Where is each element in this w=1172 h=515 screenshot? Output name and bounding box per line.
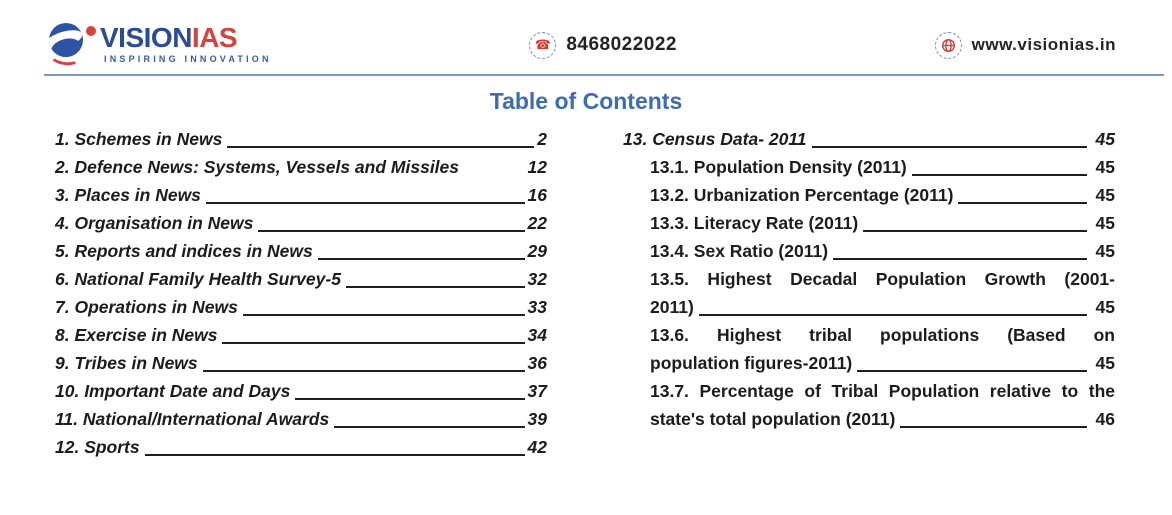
underscore-leader bbox=[295, 398, 525, 400]
toc-left-column: 1. Schemes in News 2 2. Defence News: Sys… bbox=[55, 125, 547, 461]
toc-entry[interactable]: 4. Organisation in News 22 bbox=[55, 213, 547, 233]
underscore-leader bbox=[317, 258, 525, 260]
underscore-leader bbox=[222, 342, 525, 344]
toc-entry[interactable]: 13.5. Highest Decadal Population Growth … bbox=[650, 269, 1115, 317]
phone-contact: ☎ 8468022022 bbox=[529, 31, 677, 59]
toc-entry[interactable]: 13. Census Data- 2011 45 bbox=[623, 129, 1115, 149]
underscore-leader bbox=[258, 230, 525, 232]
globe-icon bbox=[934, 31, 962, 59]
visionias-logo: VISIONIAS INSPIRING INNOVATION bbox=[48, 22, 272, 68]
logo-ias-text: IAS bbox=[191, 22, 238, 53]
underscore-leader bbox=[857, 370, 1087, 372]
logo-red-dot bbox=[86, 26, 96, 36]
toc-entry[interactable]: 13.7. Percentage of Tribal Population re… bbox=[650, 381, 1115, 429]
toc-entry[interactable]: 13.6. Highest tribal populations (Based … bbox=[650, 325, 1115, 373]
toc-entry[interactable]: 5. Reports and indices in News 29 bbox=[55, 241, 547, 261]
toc-entry[interactable]: 10. Important Date and Days 37 bbox=[55, 381, 547, 401]
underscore-leader bbox=[911, 174, 1087, 176]
phone-icon: ☎ bbox=[529, 31, 557, 59]
toc-entry[interactable]: 13.1. Population Density (2011) 45 bbox=[650, 157, 1115, 177]
toc-entry[interactable]: 8. Exercise in News 34 bbox=[55, 325, 547, 345]
underscore-leader bbox=[698, 314, 1087, 316]
toc-entry[interactable]: 11. National/International Awards 39 bbox=[55, 409, 547, 429]
underscore-leader bbox=[900, 426, 1087, 428]
underscore-leader bbox=[202, 370, 525, 372]
toc-entry[interactable]: 2. Defence News: Systems, Vessels and Mi… bbox=[55, 157, 547, 177]
logo-globe-shape bbox=[49, 23, 83, 57]
website-url: www.visionias.in bbox=[971, 35, 1116, 54]
website-contact[interactable]: www.visionias.in bbox=[934, 31, 1116, 59]
toc-entry[interactable]: 12. Sports 42 bbox=[55, 437, 547, 457]
toc-entry[interactable]: 7. Operations in News 33 bbox=[55, 297, 547, 317]
logo-wordmark: VISIONIAS bbox=[100, 24, 272, 52]
underscore-leader bbox=[863, 230, 1087, 232]
toc-entry[interactable]: 1. Schemes in News 2 bbox=[55, 129, 547, 149]
underscore-leader bbox=[811, 146, 1087, 148]
logo-tagline: INSPIRING INNOVATION bbox=[104, 54, 272, 64]
phone-number: 8468022022 bbox=[566, 34, 677, 55]
header-divider bbox=[44, 74, 1164, 76]
toc-entry[interactable]: 3. Places in News 16 bbox=[55, 185, 547, 205]
visionias-logo-icon bbox=[48, 22, 96, 68]
table-of-contents: 1. Schemes in News 2 2. Defence News: Sys… bbox=[0, 123, 1172, 461]
underscore-leader bbox=[227, 146, 535, 148]
underscore-leader bbox=[144, 454, 525, 456]
underscore-leader bbox=[345, 286, 525, 288]
toc-right-column: 13. Census Data- 2011 45 13.1. Population… bbox=[623, 125, 1115, 461]
underscore-leader bbox=[958, 202, 1087, 204]
header: VISIONIAS INSPIRING INNOVATION ☎ 8468022… bbox=[0, 0, 1172, 70]
toc-entry[interactable]: 9. Tribes in News 36 bbox=[55, 353, 547, 373]
underscore-leader bbox=[334, 426, 525, 428]
logo-text: VISIONIAS INSPIRING INNOVATION bbox=[100, 24, 272, 65]
underscore-leader bbox=[833, 258, 1087, 260]
toc-entry[interactable]: 13.2. Urbanization Percentage (2011) 45 bbox=[650, 185, 1115, 205]
toc-entry[interactable]: 6. National Family Health Survey-5 32 bbox=[55, 269, 547, 289]
page-title: Table of Contents bbox=[489, 88, 683, 114]
toc-entry[interactable]: 13.4. Sex Ratio (2011) 45 bbox=[650, 241, 1115, 261]
underscore-leader bbox=[242, 314, 525, 316]
toc-entry[interactable]: 13.3. Literacy Rate (2011) 45 bbox=[650, 213, 1115, 233]
underscore-leader bbox=[205, 202, 525, 204]
logo-vision-text: VISION bbox=[100, 22, 192, 53]
